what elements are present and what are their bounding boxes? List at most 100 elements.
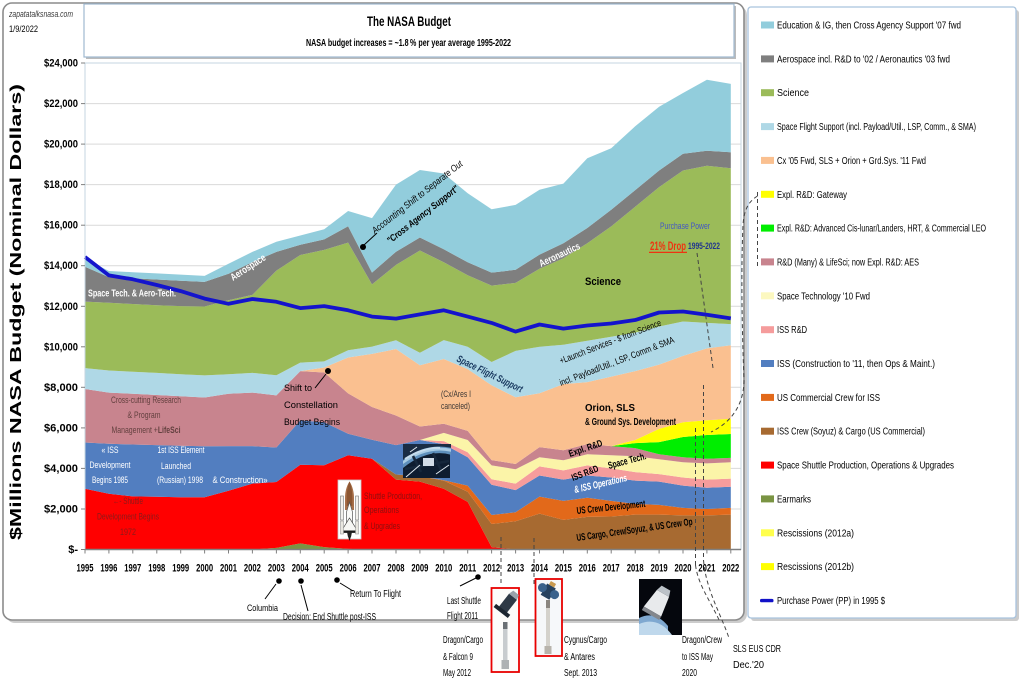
svg-text:Columbia: Columbia (247, 603, 279, 614)
svg-text:2011: 2011 (459, 563, 476, 575)
svg-text:2022: 2022 (722, 563, 739, 575)
svg-text:2013: 2013 (507, 563, 524, 575)
svg-text:2015: 2015 (555, 563, 572, 575)
svg-text:« ISS: « ISS (102, 445, 119, 456)
svg-text:2020: 2020 (675, 563, 692, 575)
svg-text:Orion, SLS: Orion, SLS (585, 403, 635, 414)
svg-text:$2,000: $2,000 (44, 504, 78, 516)
svg-text:2021: 2021 (698, 563, 715, 575)
svg-text:to ISS May: to ISS May (682, 652, 713, 663)
svg-text:Development Begins: Development Begins (97, 512, 159, 523)
svg-text:ISS Crew (Soyuz) & Cargo (US C: ISS Crew (Soyuz) & Cargo (US Commercial) (777, 427, 925, 438)
svg-text:& Program: & Program (128, 410, 161, 421)
svg-text:Aerospace incl. R&D to '02 / A: Aerospace incl. R&D to '02 / Aeronautics… (777, 54, 950, 65)
svg-text:$-: $- (68, 544, 78, 556)
svg-text:Space Flight Support (incl. Pa: Space Flight Support (incl. Payload/Util… (777, 122, 976, 133)
svg-text:Flight 2011: Flight 2011 (447, 611, 478, 622)
svg-text:Cross-cutting Research: Cross-cutting Research (111, 395, 181, 406)
svg-text:Operations: Operations (364, 505, 399, 516)
svg-text:$22,000: $22,000 (44, 98, 78, 110)
svg-text:2000: 2000 (196, 563, 213, 575)
svg-text:$20,000: $20,000 (44, 139, 78, 151)
svg-text:2007: 2007 (364, 563, 381, 575)
svg-text:1999: 1999 (172, 563, 189, 575)
svg-text:Constellation: Constellation (284, 400, 338, 411)
svg-text:(Russian) 1998: (Russian) 1998 (157, 475, 203, 486)
svg-text:1997: 1997 (124, 563, 141, 575)
svg-text:(Cx/Ares I: (Cx/Ares I (441, 389, 471, 399)
svg-text:1/9/2022: 1/9/2022 (9, 24, 38, 34)
svg-text:←- Shuttle: ←- Shuttle (113, 496, 143, 507)
svg-text:2003: 2003 (268, 563, 285, 575)
svg-text:1972: 1972 (120, 527, 136, 538)
svg-text:2001: 2001 (220, 563, 237, 575)
svg-text:2009: 2009 (411, 563, 428, 575)
svg-text:& Falcon 9: & Falcon 9 (443, 652, 473, 663)
svg-text:Earmarks: Earmarks (777, 494, 811, 505)
svg-text:Space Shuttle Production, Oper: Space Shuttle Production, Operations & U… (777, 461, 954, 472)
svg-text:$4,000: $4,000 (44, 463, 78, 475)
svg-text:zapatatalksnasa.com: zapatatalksnasa.com (8, 9, 73, 19)
svg-text:US Commercial Crew for ISS: US Commercial Crew for ISS (777, 393, 880, 404)
svg-text:$6,000: $6,000 (44, 422, 78, 434)
svg-text:ISS (Construction to '11, then: ISS (Construction to '11, then Ops & Mai… (777, 359, 935, 370)
svg-text:2002: 2002 (244, 563, 261, 575)
svg-text:$Millions NASA Budget (Nominal: $Millions NASA Budget (Nominal Dollars) (8, 84, 25, 540)
svg-text:$24,000: $24,000 (44, 58, 78, 70)
svg-text:2012: 2012 (483, 563, 500, 575)
svg-text:Begins 1985: Begins 1985 (92, 475, 128, 486)
svg-text:2005: 2005 (316, 563, 333, 575)
svg-text:2019: 2019 (651, 563, 668, 575)
svg-text:1st ISS Element: 1st ISS Element (158, 445, 205, 456)
svg-text:The NASA Budget: The NASA Budget (367, 14, 451, 29)
svg-text:Space Technology '10 Fwd: Space Technology '10 Fwd (777, 291, 870, 302)
svg-text:Purchase Power: Purchase Power (660, 221, 710, 232)
svg-text:& Antares: & Antares (564, 652, 595, 663)
svg-text:& Upgrades: & Upgrades (364, 521, 400, 532)
svg-text:$12,000: $12,000 (44, 301, 78, 313)
svg-text:Education & IG, then Cross Age: Education & IG, then Cross Agency Suppor… (777, 21, 961, 32)
svg-text:May 2012: May 2012 (443, 668, 471, 679)
svg-text:SLS EUS CDR: SLS EUS CDR (733, 644, 781, 655)
svg-text:NASA budget increases = ~1.8 %: NASA budget increases = ~1.8 % per year … (306, 37, 511, 49)
svg-text:1995-2022: 1995-2022 (688, 241, 720, 251)
svg-text:2018: 2018 (627, 563, 644, 575)
svg-text:Budget Begins: Budget Begins (284, 417, 340, 428)
svg-text:Cygnus/Cargo: Cygnus/Cargo (564, 635, 607, 646)
svg-text:21% Drop: 21% Drop (650, 241, 686, 253)
svg-text:2004: 2004 (292, 563, 310, 575)
svg-text:Science: Science (777, 88, 810, 99)
svg-text:$16,000: $16,000 (44, 220, 78, 232)
svg-text:Rescissions (2012a): Rescissions (2012a) (777, 528, 854, 539)
svg-text:Shuttle Production,: Shuttle Production, (364, 491, 422, 502)
svg-text:Expl. R&D: Gateway: Expl. R&D: Gateway (777, 190, 847, 201)
svg-text:Shift to: Shift to (284, 383, 312, 394)
svg-text:$18,000: $18,000 (44, 179, 78, 191)
svg-text:R&D (Many) & LifeSci; now Expl: R&D (Many) & LifeSci; now Expl. R&D: AES (777, 257, 919, 268)
svg-text:2014: 2014 (531, 563, 549, 575)
svg-text:Dragon/Cargo: Dragon/Cargo (443, 635, 483, 646)
svg-text:$8,000: $8,000 (44, 382, 78, 394)
svg-text:ISS R&D: ISS R&D (777, 325, 807, 336)
svg-text:Development: Development (90, 460, 131, 471)
svg-text:2008: 2008 (388, 563, 405, 575)
svg-text:1995: 1995 (77, 563, 94, 575)
svg-text:Dragon/Crew: Dragon/Crew (682, 635, 723, 646)
svg-text:Management +LifeSci: Management +LifeSci (112, 425, 181, 436)
svg-text:canceled): canceled) (441, 401, 470, 411)
svg-text:2016: 2016 (579, 563, 596, 575)
svg-text:$10,000: $10,000 (44, 341, 78, 353)
svg-text:Dec.'20: Dec.'20 (733, 660, 765, 671)
svg-text:Decision: End Shuttle post-ISS: Decision: End Shuttle post-ISS (283, 612, 376, 623)
svg-text:Science: Science (585, 276, 621, 288)
svg-text:Return To Flight: Return To Flight (350, 589, 401, 600)
svg-text:& Construction»: & Construction» (213, 475, 268, 486)
svg-text:2006: 2006 (340, 563, 357, 575)
svg-text:& Ground Sys. Development: & Ground Sys. Development (585, 417, 676, 428)
svg-text:Last Shuttle: Last Shuttle (447, 596, 481, 607)
svg-text:2017: 2017 (603, 563, 620, 575)
svg-text:2020: 2020 (682, 668, 697, 679)
svg-text:1998: 1998 (148, 563, 165, 575)
svg-text:Cx '05 Fwd, SLS + Orion + Grd.: Cx '05 Fwd, SLS + Orion + Grd.Sys. '11 F… (777, 156, 926, 167)
svg-text:Purchase Power (PP) in 1995 $: Purchase Power (PP) in 1995 $ (777, 596, 885, 607)
